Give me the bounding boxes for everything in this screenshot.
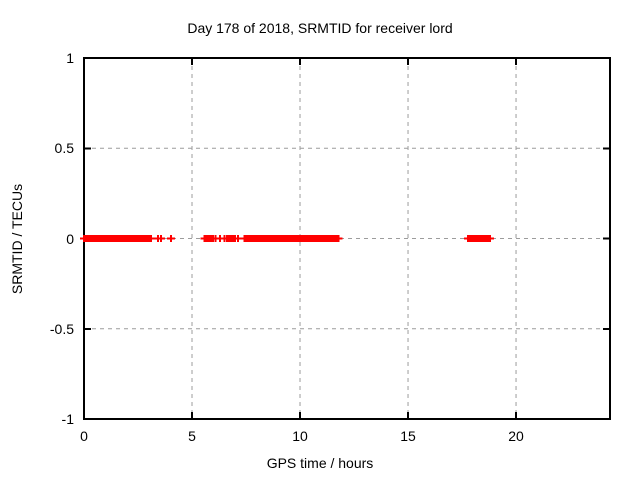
x-tick-label: 10 xyxy=(292,428,308,444)
data-segment-arms xyxy=(92,237,155,240)
plus-marker xyxy=(334,237,343,240)
plus-marker xyxy=(211,237,220,240)
plus-marker xyxy=(233,237,242,240)
plus-marker xyxy=(156,237,165,240)
x-tick-label: 0 xyxy=(80,428,88,444)
data-segment-arms xyxy=(465,237,492,240)
data-segment-arms xyxy=(240,237,269,240)
y-tick-label: -1 xyxy=(61,411,74,427)
plus-marker xyxy=(166,237,175,240)
plus-marker xyxy=(91,237,100,240)
x-tick-label: 5 xyxy=(188,428,196,444)
plus-marker xyxy=(220,237,229,240)
data-segment-arms xyxy=(262,237,342,240)
x-axis-title: GPS time / hours xyxy=(266,455,374,471)
x-tick-label: 15 xyxy=(400,428,416,444)
plus-marker xyxy=(216,237,225,240)
y-tick-label: -0.5 xyxy=(49,320,74,337)
data-segment-arms xyxy=(80,237,98,240)
x-tick-label: 20 xyxy=(508,428,524,444)
y-tick-label: 0.5 xyxy=(54,140,74,157)
y-tick-label: 0 xyxy=(66,230,74,247)
y-tick-label: 1 xyxy=(66,50,74,66)
data-points xyxy=(80,235,494,242)
plus-marker xyxy=(463,237,472,240)
plus-marker xyxy=(485,237,494,240)
data-segment-arms xyxy=(223,237,240,240)
chart-title: Day 178 of 2018, SRMTID for receiver lor… xyxy=(187,20,453,36)
data-segment-arms xyxy=(200,237,217,240)
